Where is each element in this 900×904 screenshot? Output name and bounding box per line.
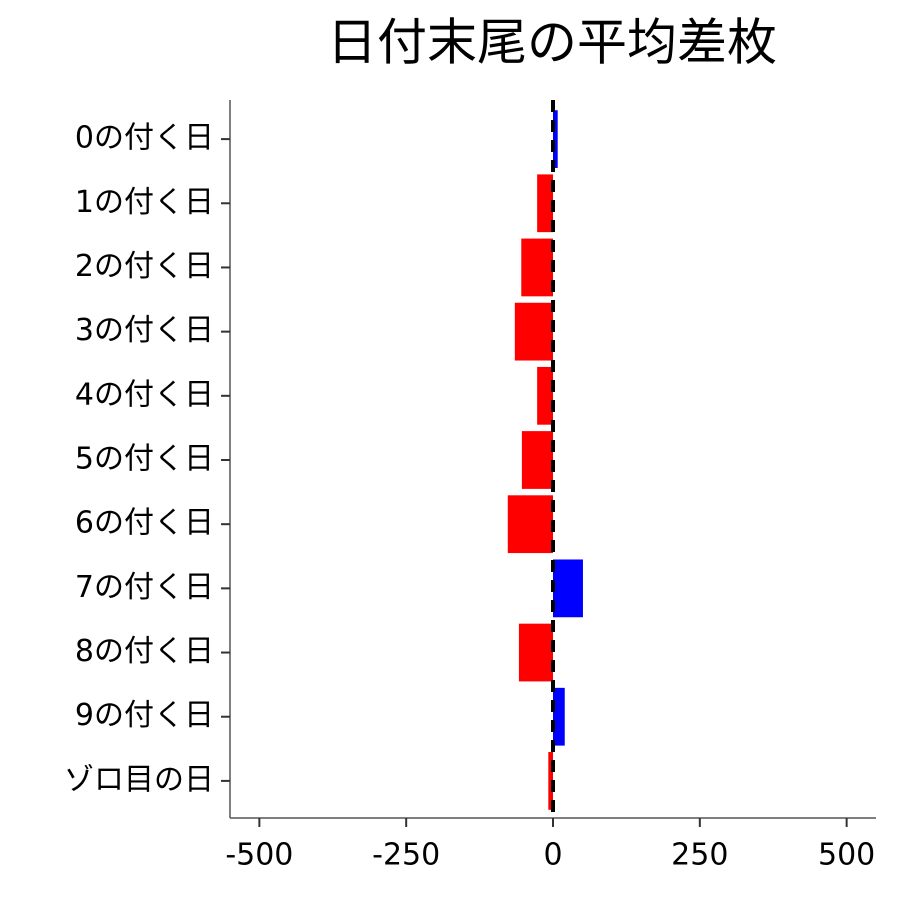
bar	[507, 495, 553, 554]
y-tick-label: 3の付く日	[75, 313, 214, 348]
bar	[553, 687, 565, 746]
bar	[548, 752, 553, 810]
bar	[537, 366, 553, 425]
x-tick-label: 500	[818, 838, 875, 873]
bar	[537, 174, 553, 233]
y-tick-label: 2の付く日	[75, 249, 214, 284]
bar	[518, 623, 553, 682]
x-tick-label: 0	[543, 838, 562, 873]
bar	[521, 238, 553, 297]
y-tick-label: ゾロ目の日	[64, 762, 214, 797]
y-tick-label: 6の付く日	[75, 506, 214, 541]
chart-title: 日付末尾の平均差枚	[327, 14, 777, 72]
bar	[553, 559, 583, 618]
x-tick-label: -250	[372, 838, 440, 873]
y-tick-label: 9の付く日	[75, 698, 214, 733]
x-tick-label: -500	[225, 838, 293, 873]
y-tick-label: 8の付く日	[75, 634, 214, 669]
y-tick-label: 7の付く日	[75, 570, 214, 605]
bar	[553, 110, 558, 168]
y-tick-label: 5の付く日	[75, 442, 214, 477]
y-tick-label: 1の付く日	[75, 185, 214, 220]
bar	[521, 431, 553, 489]
y-tick-label: 4の付く日	[75, 377, 214, 412]
y-tick-label: 0の付く日	[75, 121, 214, 156]
x-tick-label: 250	[671, 838, 728, 873]
bar	[514, 302, 553, 361]
